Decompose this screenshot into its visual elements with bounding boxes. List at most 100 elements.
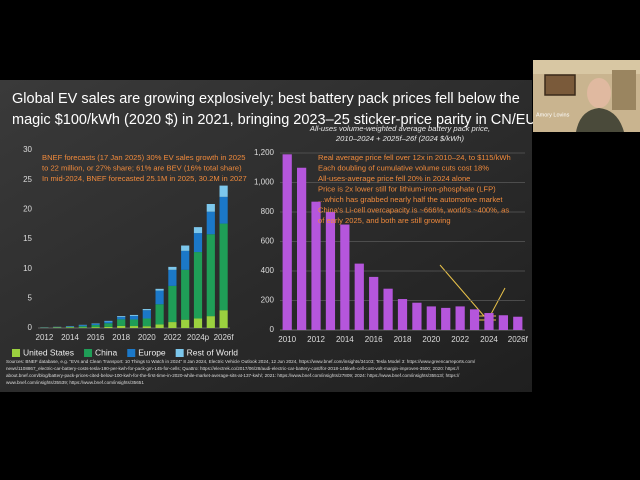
bar-segment [219,196,228,224]
bar-segment [168,269,177,286]
bar [297,167,307,330]
legend-label: United States [23,347,74,357]
bar-segment [129,326,139,328]
y-tick-label: 800 [261,207,275,216]
legend-swatch [12,349,20,357]
bar-segment [193,227,203,234]
y-tick-label: 200 [261,296,275,305]
bar-segment [91,325,100,328]
chart-subtitle: All-uses volume-weighted average battery… [309,124,490,133]
bar [383,288,393,330]
bar [455,306,465,330]
legend-swatch [127,349,136,357]
bar-segment [193,233,203,253]
bar-segment [155,290,164,305]
source-line: www.bnef.com/insights/35539; https://www… [6,380,144,385]
annotation: Each doubling of cumulative volume cuts … [318,164,489,173]
bar [412,302,422,330]
participant-name: Amory Lovins [536,112,570,118]
bar-segment [155,288,164,291]
bar-segment [181,250,190,270]
bar-segment [168,322,177,328]
bar-segment [155,324,164,328]
bar-segment [193,318,203,328]
bar [397,299,408,330]
y-tick-label: 0 [270,325,275,334]
bar-segment [193,252,203,319]
bar [441,307,451,330]
bar-segment [181,269,190,320]
bar [354,263,364,330]
y-tick-label: 400 [261,266,275,275]
y-tick-label: 1,000 [254,178,275,187]
bar-segment [104,326,113,328]
slide [0,80,532,392]
x-tick-label: 2012 [36,333,54,342]
x-tick-label: 2022 [451,335,469,344]
bar-segment [142,309,151,311]
bar [513,316,523,330]
annotation: ...which has grabbed nearly half the aut… [318,195,503,204]
annotation: Real average price fell over 12x in 2010… [318,153,511,162]
source-line: news/1108867_electric-car-battery-costs-… [6,366,460,371]
x-tick-label: 2024p [187,333,210,342]
annotation: of early 2025, and both are still growin… [318,216,451,225]
x-tick-label: 2010 [278,335,296,344]
bar-segment [78,325,87,327]
bar-segment [142,318,151,327]
x-tick-label: 2016 [365,335,383,344]
chart-subtitle: 2010–2024 + 2025f–26f (2024 $/kWh) [335,134,465,143]
bar-segment [168,285,177,323]
bar-segment [104,320,113,322]
bar [498,315,508,330]
bar [340,224,350,330]
bar [311,201,321,330]
x-tick-label: 2014 [336,335,354,344]
slide-title-line: Global EV sales are growing explosively;… [12,91,520,107]
legend-label: Rest of World [187,347,239,357]
bar-segment [155,304,164,325]
x-tick-label: 2016 [87,333,105,342]
bar-segment [65,327,75,328]
bar-segment [181,319,190,328]
x-tick-label: 2018 [112,333,130,342]
slide-title-line: magic $100/kWh (2020 $) in 2021, bringin… [12,112,536,128]
bar-segment [142,310,151,319]
bar-segment [78,326,87,328]
bar-segment [78,327,87,328]
bar-segment [206,211,215,235]
annotation: Price is 2x lower still for lithium-iron… [318,185,496,194]
y-tick-label: 15 [23,234,32,243]
bar [325,212,336,330]
sources: Sources: BNEF database, e.g. "EVs and Cl… [6,359,476,385]
legend-swatch [175,349,184,357]
source-line: Sources: BNEF database, e.g. "EVs and Cl… [6,359,476,364]
bar [426,306,436,330]
annotation: In mid-2024, BNEF forecasted 25.1M in 20… [42,174,247,183]
bar-segment [117,317,126,320]
bar-segment [65,326,75,327]
x-tick-label: 2020 [138,333,156,342]
x-tick-label: 2026f [214,333,235,342]
bar-segment [206,316,215,328]
bar-segment [104,321,113,324]
legend-label: Europe [138,347,166,357]
x-tick-label: 2018 [394,335,412,344]
x-tick-label: 2022 [164,333,182,342]
bar [484,313,494,330]
x-tick-label: 2014 [61,333,79,342]
y-tick-label: 10 [23,264,32,273]
bar-segment [117,325,126,328]
y-tick-label: 600 [261,237,275,246]
y-tick-label: 30 [23,145,32,154]
bar-segment [219,223,228,311]
bar-segment [206,234,215,317]
x-tick-label: 2020 [422,335,440,344]
bar-segment [129,315,139,320]
bar-segment [206,203,215,212]
x-tick-label: 2024 [480,335,498,344]
bar-segment [129,314,139,316]
annotation: China's Li-cell overcapacity is ~666%, w… [318,206,509,215]
source-line: about.bnef.com/blog/battery-pack-prices-… [6,373,460,378]
